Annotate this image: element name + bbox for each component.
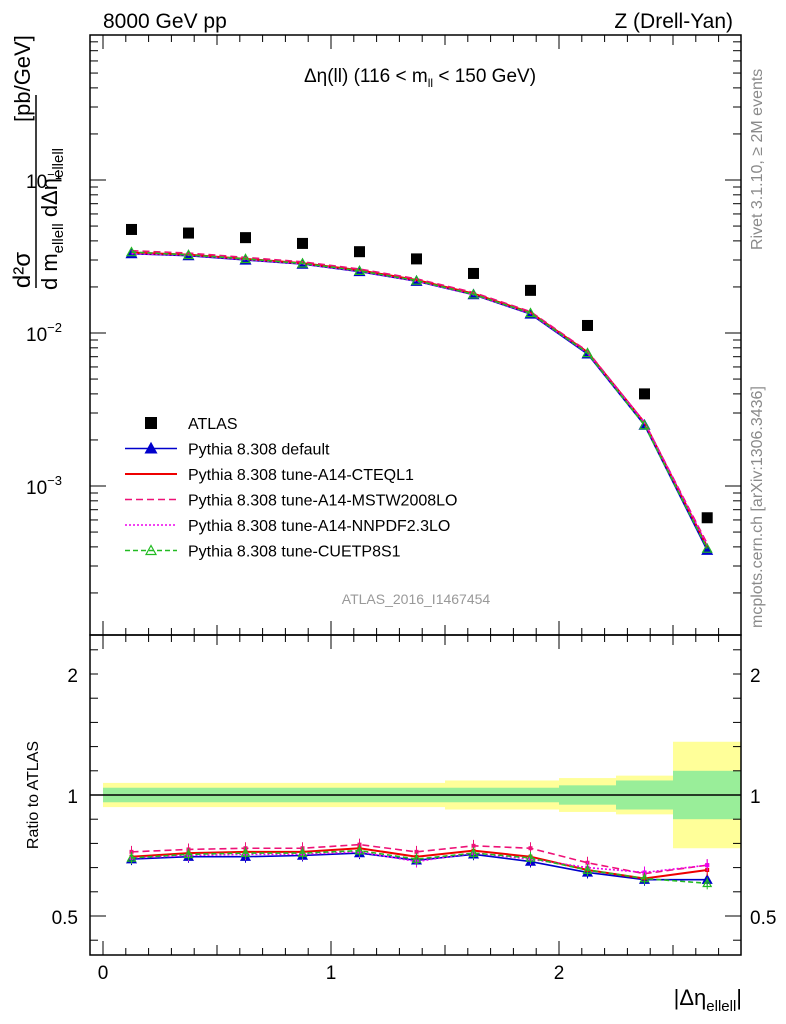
y-label-unit: [pb/GeV]: [10, 35, 35, 122]
series-marker: [581, 347, 594, 358]
ratio-line-2: [131, 843, 708, 875]
ratio-y-tick-label: 2: [67, 666, 78, 687]
plot-title: Δη(ll) (116 < mll < 150 GeV): [304, 66, 536, 90]
x-tick-labels: 0 1 2: [98, 963, 565, 984]
x-axis-label: |Δηellell|: [674, 985, 742, 1015]
series-marker: [182, 249, 195, 260]
ratio-y-tick-label: 2: [750, 666, 761, 687]
atlas-data-point: [701, 512, 713, 524]
legend-label: Pythia 8.308 tune-A14-CTEQL1: [188, 467, 414, 484]
atlas-data-point: [411, 253, 422, 265]
ratio-y-tick-label: 1: [67, 787, 78, 808]
series-marker: [524, 307, 537, 318]
atlas-data-point: [183, 227, 194, 239]
legend-marker: [144, 441, 158, 454]
legend-entry: Pythia 8.308 tune-A14-MSTW2008LO: [125, 493, 457, 510]
ratio-marker: [129, 849, 134, 854]
ratio-uncertainty-bands: [90, 741, 742, 849]
legend-label: Pythia 8.308 default: [188, 442, 330, 459]
main-y-axis-label: d²σ d mellell dΔηellell [pb/GeV]: [9, 35, 67, 290]
series-line-3: [131, 249, 708, 545]
header-right: Z (Drell-Yan): [614, 10, 733, 33]
ratio-marker: [582, 864, 593, 874]
ratio-marker: [528, 846, 533, 851]
legend-entry: Pythia 8.308 tune-A14-CTEQL1: [125, 467, 414, 484]
ratio-y-tick-label: 0.5: [750, 908, 776, 929]
legend-entry: Pythia 8.308 tune-CUETP8S1: [125, 544, 401, 561]
series-line-5: [131, 251, 708, 549]
y-tick-label: 10−3: [26, 473, 62, 499]
main-ticks: [90, 35, 741, 635]
atlas-data-point: [525, 284, 536, 296]
series-marker: [125, 246, 138, 257]
main-y-tick-labels: 10−1 10−2 10−3: [26, 167, 62, 499]
atlas-data-point: [354, 246, 365, 258]
series-marker: [353, 265, 366, 275]
ratio-series: [125, 838, 713, 890]
y-label-denominator: d mellell dΔηellell: [37, 148, 67, 290]
ratio-y-tick-label: 1: [750, 787, 761, 808]
atlas-data-point: [468, 267, 479, 279]
series-marker: [701, 542, 713, 553]
series-marker: [638, 419, 651, 430]
atlas-data-point: [126, 223, 137, 235]
legend-entry: ATLAS: [145, 416, 238, 433]
ratio-marker: [471, 843, 476, 848]
y-tick-label: 10−2: [26, 320, 62, 346]
atlas-data-point: [297, 237, 308, 249]
main-panel: Δη(ll) (116 < mll < 150 GeV) 10−1 10−2 1…: [26, 34, 742, 636]
legend-label: Pythia 8.308 tune-A14-MSTW2008LO: [188, 493, 457, 510]
legend-marker: [145, 417, 157, 429]
ratio-marker: [357, 842, 362, 847]
ratio-y-tick-labels-left: 0.5 1 2: [52, 666, 78, 929]
header-left: 8000 GeV pp: [103, 10, 227, 33]
ratio-marker: [702, 878, 713, 888]
series-marker: [410, 274, 423, 285]
y-label-numerator: d²σ: [9, 252, 36, 288]
series-marker: [239, 253, 252, 264]
ratio-marker: [183, 849, 194, 859]
x-tick-label: 0: [98, 963, 109, 984]
ratio-panel: Ratio to ATLAS 0.5 1 2 0.5 1 2 0 1 2 |Δη…: [25, 634, 776, 1015]
ratio-marker: [297, 847, 308, 857]
legend-entry: Pythia 8.308 default: [125, 442, 330, 459]
ratio-marker: [126, 852, 137, 862]
ratio-y-label: Ratio to ATLAS: [25, 741, 42, 849]
atlas-data-point: [240, 232, 251, 244]
ratio-y-tick-labels-right: 0.5 1 2: [750, 666, 776, 929]
rivet-label: Rivet 3.1.10, ≥ 2M events: [749, 69, 766, 250]
ratio-marker: [525, 852, 536, 862]
ratio-marker: [639, 873, 650, 883]
ratio-marker: [705, 863, 710, 868]
x-tick-label: 1: [326, 963, 337, 984]
legend-label: Pythia 8.308 tune-A14-NNPDF2.3LO: [188, 518, 450, 535]
ratio-marker: [642, 870, 647, 875]
atlas-data-point: [582, 319, 593, 331]
ratio-ticks: [90, 635, 741, 955]
ratio-marker: [468, 847, 479, 857]
ratio-marker: [240, 847, 251, 857]
ratio-marker: [414, 849, 419, 854]
legend: ATLAS Pythia 8.308 default Pythia 8.308 tu…: [125, 416, 457, 561]
y-tick-label: 10−1: [26, 167, 62, 193]
x-tick-label: 2: [554, 963, 565, 984]
series-marker: [467, 288, 480, 299]
legend-entry: Pythia 8.308 tune-A14-NNPDF2.3LO: [125, 518, 450, 535]
legend-label: Pythia 8.308 tune-CUETP8S1: [188, 544, 401, 561]
mcplots-label: mcplots.cern.ch [arXiv:1306.3436]: [749, 386, 766, 628]
ratio-y-tick-label: 0.5: [52, 908, 78, 929]
legend-label: ATLAS: [188, 416, 238, 433]
analysis-label: ATLAS_2016_I1467454: [342, 591, 491, 607]
main-series: [125, 223, 714, 555]
series-marker: [296, 257, 309, 268]
ratio-marker: [354, 845, 365, 855]
legend-marker: [144, 544, 158, 556]
ratio-marker: [411, 853, 422, 863]
atlas-data-point: [639, 388, 650, 400]
